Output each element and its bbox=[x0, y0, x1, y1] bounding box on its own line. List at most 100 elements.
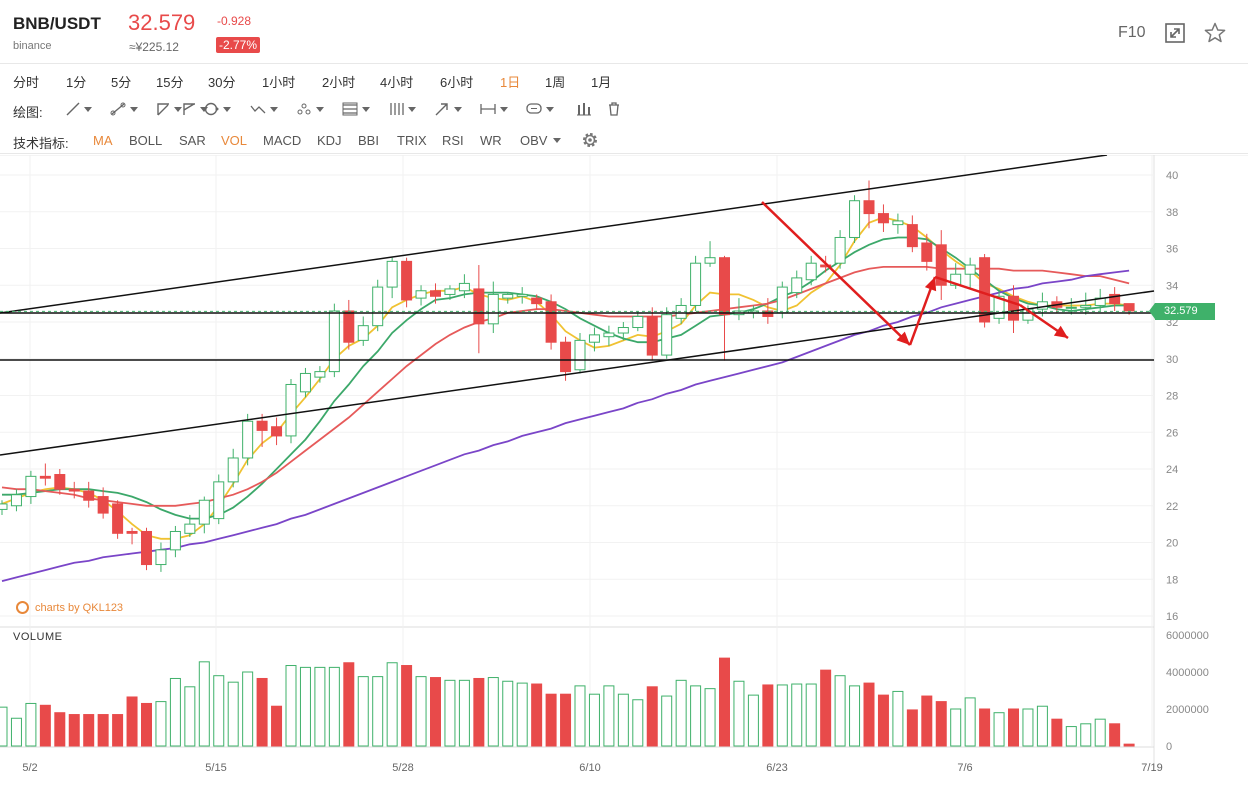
volume-bar bbox=[242, 671, 254, 747]
candle-body bbox=[574, 339, 586, 371]
circle-tool-icon[interactable] bbox=[203, 99, 231, 119]
candle-body bbox=[603, 332, 615, 338]
candle-body bbox=[83, 490, 95, 501]
volume-bar bbox=[776, 684, 788, 747]
candle-body bbox=[372, 286, 384, 327]
line-tool-icon[interactable] bbox=[66, 99, 92, 119]
indicator-vol[interactable]: VOL bbox=[221, 133, 248, 148]
volume-bar bbox=[733, 680, 745, 747]
indicator-sar[interactable]: SAR bbox=[179, 133, 206, 148]
tab-period-6[interactable]: 2小时 bbox=[322, 75, 356, 90]
indicator-macd[interactable]: MACD bbox=[263, 133, 302, 148]
indicator-trix[interactable]: TRIX bbox=[397, 133, 427, 148]
indicator-bbi[interactable]: BBI bbox=[358, 133, 379, 148]
volume-bar bbox=[863, 682, 875, 747]
volume-bar bbox=[964, 697, 976, 747]
volume-bar bbox=[314, 666, 326, 747]
candle-body bbox=[97, 496, 109, 514]
f10-button[interactable]: F10 bbox=[1118, 24, 1146, 41]
y-tick-label: 28 bbox=[1166, 391, 1178, 403]
y-tick-label: 22 bbox=[1166, 501, 1178, 513]
candle-body bbox=[285, 383, 297, 437]
wave-tool-icon[interactable] bbox=[250, 99, 278, 119]
fibonacci-tool-icon[interactable] bbox=[342, 99, 370, 119]
candle-body bbox=[198, 499, 210, 525]
tab-period-8[interactable]: 6小时 bbox=[440, 75, 474, 90]
volume-bar bbox=[516, 682, 528, 747]
volume-bar bbox=[1008, 708, 1019, 747]
kline-chart-svg[interactable]: 5/2 5/15 5/28 6/10 6/23 7/6 7/19 40 38 36 34 32 30 28… bbox=[0, 154, 1248, 789]
comment-tool-icon[interactable] bbox=[526, 99, 554, 119]
bars-tool-icon[interactable] bbox=[576, 99, 592, 119]
measure-tool-icon[interactable] bbox=[480, 99, 508, 119]
drawing-label: 绘图: bbox=[13, 105, 43, 120]
candle-body bbox=[950, 273, 962, 286]
tab-period-5[interactable]: 1小时 bbox=[262, 75, 296, 90]
y-tick-label: 32 bbox=[1166, 317, 1178, 329]
volume-bar bbox=[357, 676, 369, 747]
volume-bar bbox=[83, 714, 95, 747]
volume-bar bbox=[834, 675, 846, 747]
gear-icon[interactable] bbox=[581, 131, 599, 149]
kline-chart[interactable]: 5/2 5/15 5/28 6/10 6/23 7/6 7/19 40 38 36 34 32 30 28… bbox=[0, 154, 1248, 789]
qkl-logo-icon bbox=[16, 601, 29, 614]
tab-period-9[interactable]: 1日 bbox=[500, 75, 521, 90]
volume-bar bbox=[444, 679, 456, 747]
volume-bar bbox=[560, 693, 572, 747]
arrow-tool-icon[interactable] bbox=[434, 99, 462, 119]
volume-bar bbox=[155, 701, 167, 747]
candle-body bbox=[805, 262, 817, 281]
candle-body bbox=[1080, 304, 1092, 308]
tab-period-3[interactable]: 15分 bbox=[156, 75, 184, 90]
indicator-wr[interactable]: WR bbox=[480, 133, 502, 148]
candle-body bbox=[430, 290, 441, 297]
volume-bar bbox=[97, 714, 109, 747]
volume-bar bbox=[1051, 718, 1063, 747]
parallel-tool-icon[interactable] bbox=[388, 99, 416, 119]
volume-bar bbox=[256, 677, 268, 747]
candle-body bbox=[415, 290, 427, 299]
annotation-arrowhead bbox=[896, 331, 910, 345]
volume-bar bbox=[574, 685, 586, 747]
x-tick-label: 7/19 bbox=[1141, 762, 1162, 774]
price-change: -0.928 bbox=[217, 14, 252, 28]
volume-bar bbox=[791, 683, 803, 747]
volume-bar bbox=[935, 701, 947, 747]
indicator-ma[interactable]: MA bbox=[93, 133, 113, 148]
tab-period-2[interactable]: 5分 bbox=[111, 75, 132, 90]
current-price-tag: 32.579 bbox=[1149, 303, 1215, 320]
indicator-boll[interactable]: BOLL bbox=[129, 133, 163, 148]
star-icon[interactable] bbox=[1203, 21, 1227, 45]
trash-icon[interactable] bbox=[607, 99, 621, 119]
fullscreen-icon[interactable] bbox=[1164, 22, 1186, 44]
indicator-kdj[interactable]: KDJ bbox=[317, 133, 342, 148]
candle-body bbox=[545, 301, 557, 343]
tab-period-0[interactable]: 分时 bbox=[13, 75, 40, 90]
volume-bar bbox=[704, 688, 716, 747]
segment-tool-icon[interactable] bbox=[110, 99, 138, 119]
tab-period-11[interactable]: 1月 bbox=[591, 75, 612, 90]
tab-period-7[interactable]: 4小时 bbox=[380, 75, 414, 90]
candle-body bbox=[1109, 293, 1121, 305]
volume-bar bbox=[603, 685, 615, 747]
candle-body bbox=[0, 503, 8, 510]
tab-period-4[interactable]: 30分 bbox=[208, 75, 236, 90]
obv-dropdown-caret[interactable] bbox=[553, 138, 561, 143]
volume-bar bbox=[0, 706, 8, 747]
candle-body bbox=[719, 257, 730, 316]
tab-period-10[interactable]: 1周 bbox=[545, 75, 566, 90]
indicator-rsi[interactable]: RSI bbox=[442, 133, 464, 148]
volume-bar bbox=[921, 695, 933, 747]
y-tick-label: 26 bbox=[1166, 427, 1178, 439]
tab-period-1[interactable]: 1分 bbox=[66, 75, 87, 90]
chart-watermark: charts by QKL123 bbox=[16, 601, 123, 614]
pattern-tool-icon[interactable] bbox=[296, 99, 324, 119]
volume-bar bbox=[1065, 726, 1077, 747]
candle-body bbox=[1123, 303, 1135, 312]
annotation-arrowhead bbox=[1053, 325, 1068, 338]
candle-body bbox=[502, 293, 514, 299]
volume-bar bbox=[343, 662, 355, 747]
indicator-obv[interactable]: OBV bbox=[520, 133, 548, 148]
ray-tool-icon[interactable] bbox=[156, 99, 182, 119]
